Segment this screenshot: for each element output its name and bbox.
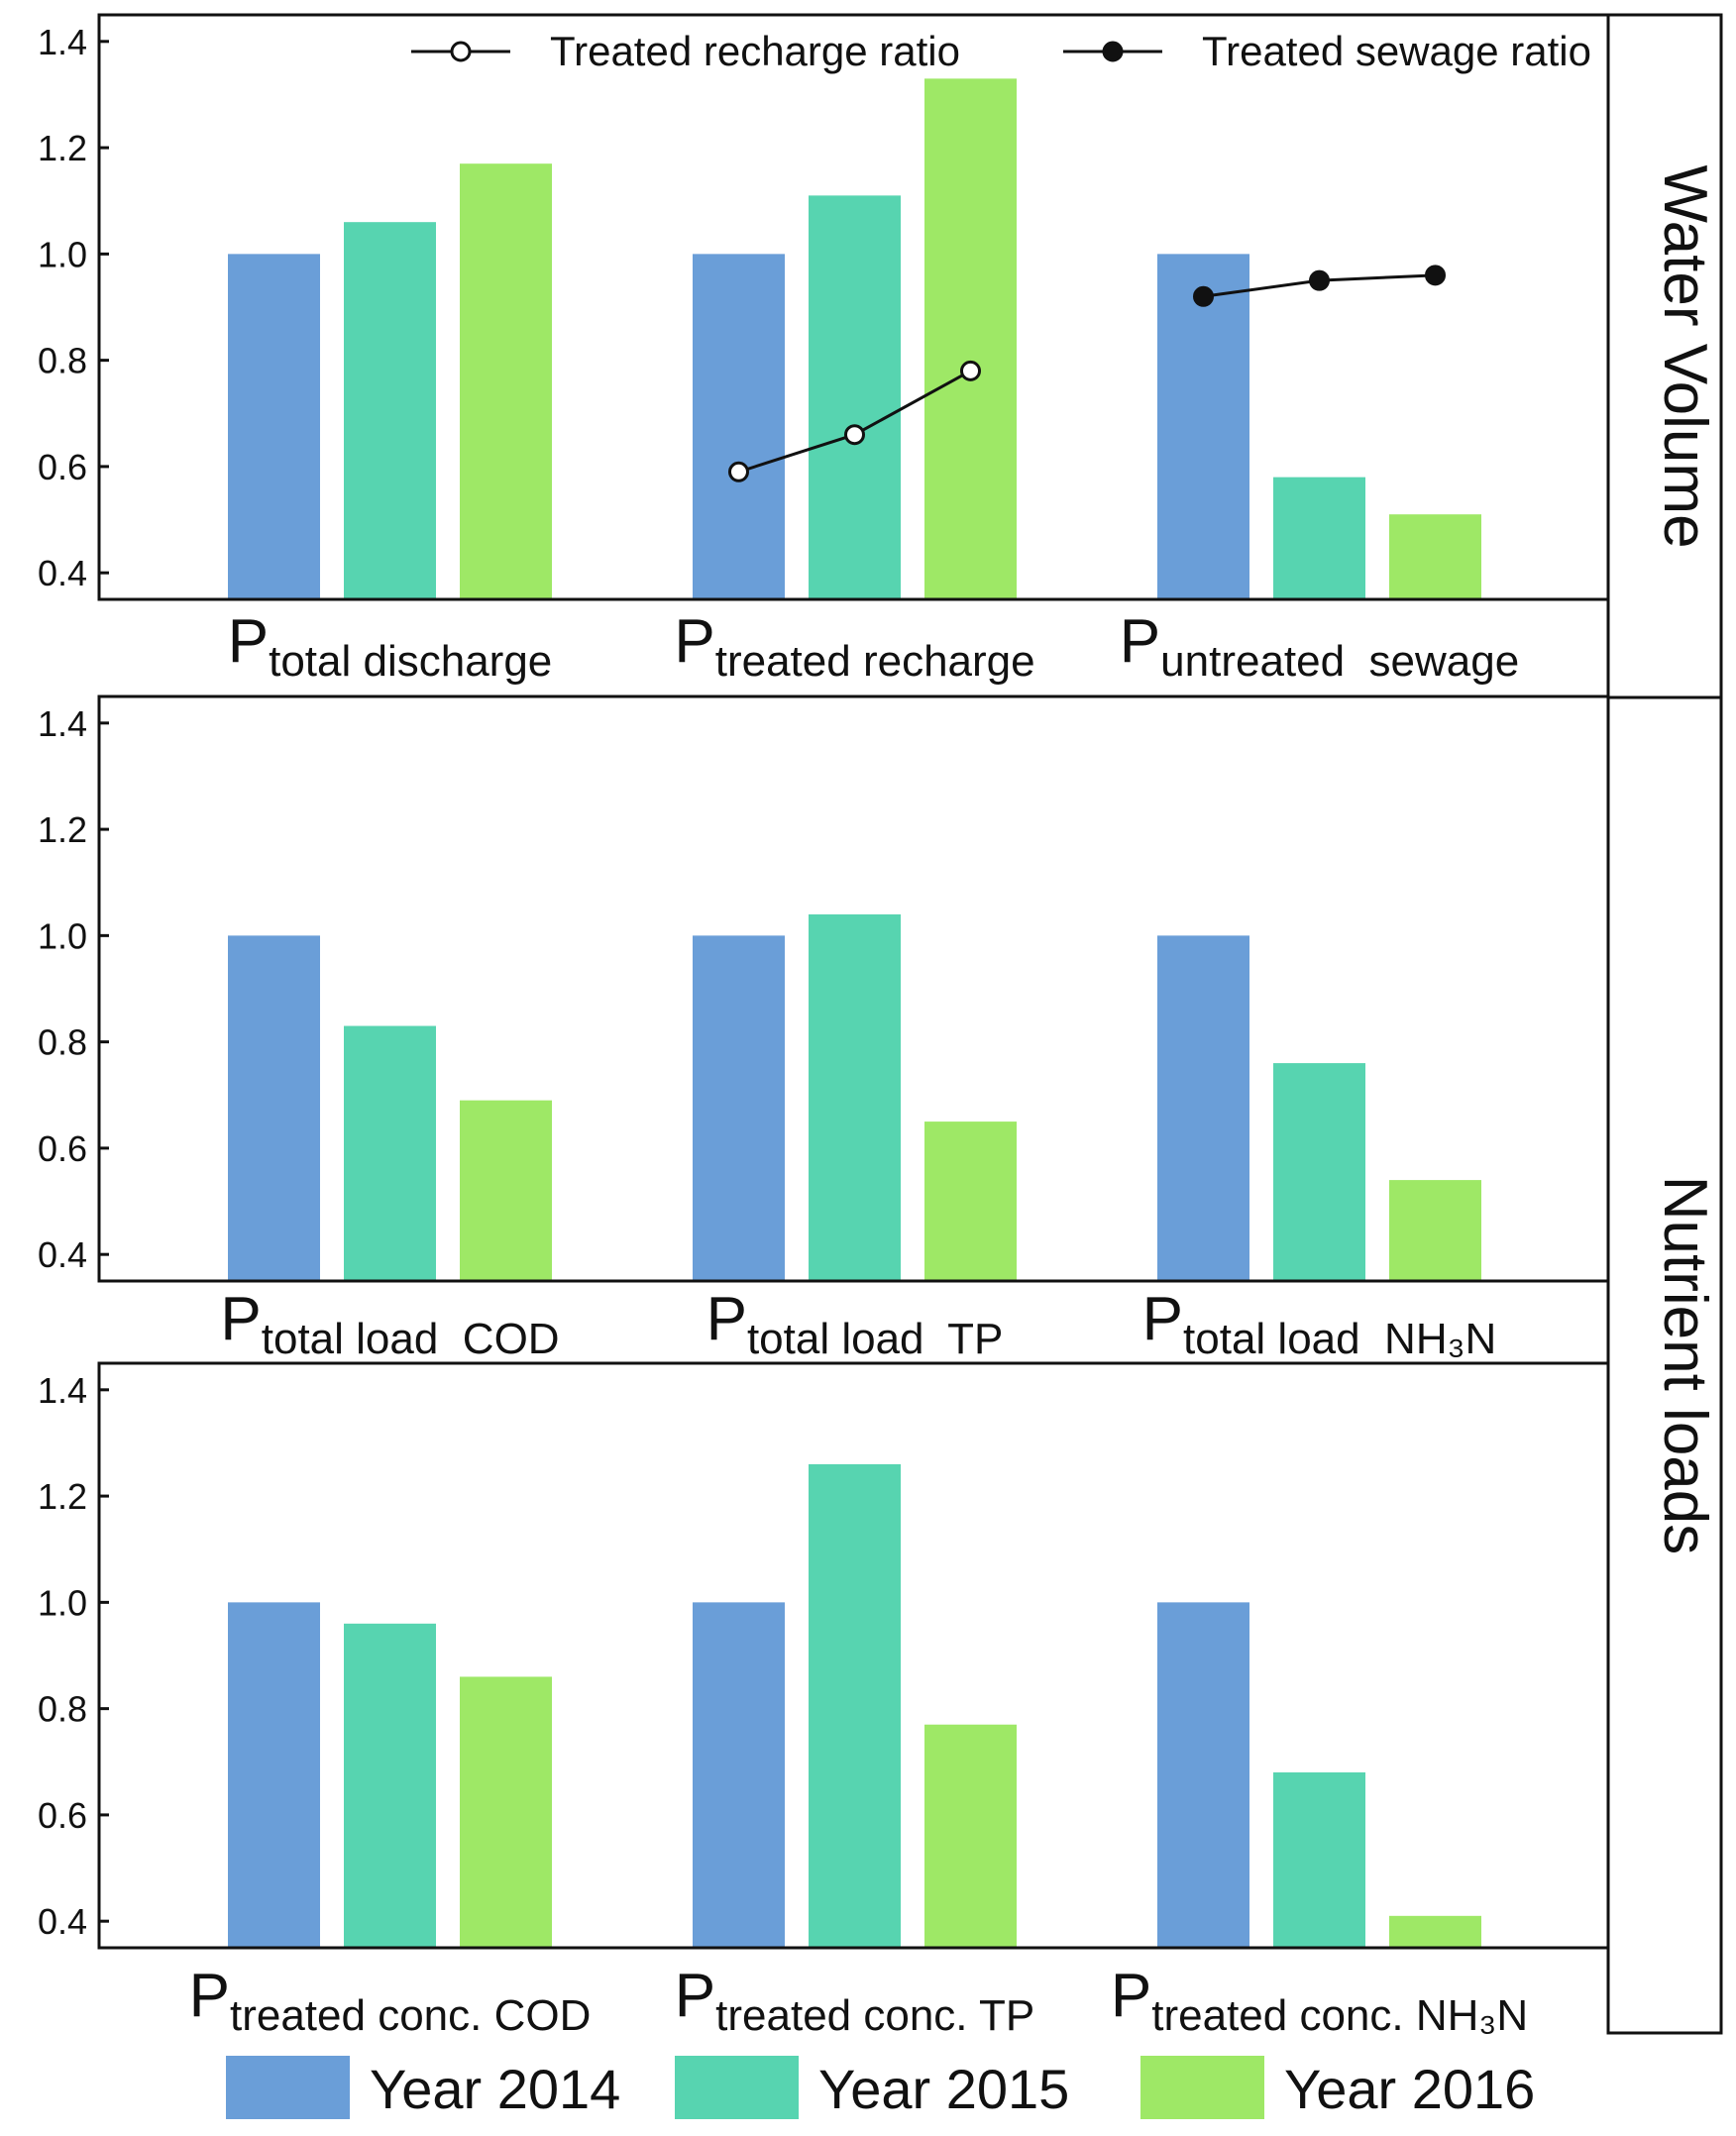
bar-nutrient-loads-total-cat0-series1: [344, 1025, 436, 1281]
category-label-main: P: [228, 607, 269, 676]
ytick-label: 0.4: [38, 1234, 87, 1275]
category-label: Ptotal load TP: [706, 1285, 1004, 1363]
category-label: Ptotal load COD: [220, 1285, 559, 1363]
bar-water-volume-cat0-series1: [344, 222, 436, 599]
bar-nutrient-loads-total-cat1-series2: [924, 1121, 1017, 1281]
bar-nutrient-loads-conc-cat2-series1: [1273, 1772, 1365, 1948]
bar-water-volume-cat2-series2: [1389, 514, 1481, 599]
bar-nutrient-loads-total-cat2-series0: [1157, 935, 1249, 1281]
category-label-main: P: [189, 1962, 230, 2030]
category-label: Ptotal discharge: [228, 607, 553, 686]
legend-swatch-0: [226, 2056, 350, 2119]
bar-water-volume-cat2-series1: [1273, 477, 1365, 599]
legend-swatch-2: [1140, 2056, 1264, 2119]
ytick-label: 0.4: [38, 1901, 87, 1942]
ytick-label: 0.4: [38, 553, 87, 593]
category-label-sub: total load NH₃N: [1183, 1315, 1496, 1363]
line-0-point-0: [728, 461, 749, 482]
ytick-label: 1.0: [38, 1582, 87, 1623]
category-label: Ptreated recharge: [674, 607, 1034, 686]
category-label-main: P: [1142, 1285, 1183, 1353]
ytick-label: 0.6: [38, 447, 87, 487]
bar-nutrient-loads-conc-cat2-series0: [1157, 1602, 1249, 1948]
bar-nutrient-loads-conc-cat0-series2: [460, 1676, 552, 1948]
bar-water-volume-cat2-series0: [1157, 254, 1249, 599]
line-0-point-2: [960, 360, 981, 381]
bar-nutrient-loads-conc-cat1-series1: [809, 1463, 901, 1948]
ytick-label: 1.2: [38, 809, 87, 850]
category-label-sub: treated recharge: [715, 637, 1035, 686]
category-label-main: P: [1120, 607, 1160, 676]
ytick-label: 0.6: [38, 1795, 87, 1836]
ytick-label: 0.6: [38, 1128, 87, 1169]
category-label-main: P: [1111, 1962, 1151, 2030]
legend-label-2: Year 2016: [1284, 2058, 1535, 2120]
line-1-point-2: [1425, 265, 1446, 286]
legend-swatch-1: [675, 2056, 799, 2119]
category-label-main: P: [675, 1962, 715, 2030]
line-1-point-0: [1193, 285, 1214, 307]
category-label-sub: total discharge: [269, 637, 552, 686]
bar-water-volume-cat0-series2: [460, 163, 552, 599]
ytick-label: 1.4: [38, 1370, 87, 1411]
bar-nutrient-loads-conc-cat0-series1: [344, 1623, 436, 1948]
ytick-label: 0.8: [38, 1689, 87, 1730]
ytick-label: 0.8: [38, 1022, 87, 1063]
line-0-point-1: [844, 424, 865, 446]
line-legend-marker: [450, 41, 472, 62]
bar-nutrient-loads-conc-cat1-series0: [693, 1602, 785, 1948]
category-label: Ptreated conc. NH₃N: [1111, 1962, 1528, 2040]
category-label: Ptotal load NH₃N: [1142, 1285, 1497, 1363]
line-legend-label: Treated sewage ratio: [1202, 28, 1591, 74]
category-label: Ptreated conc. TP: [675, 1962, 1034, 2040]
bar-water-volume-cat1-series2: [924, 78, 1017, 599]
plot-frame: [97, 1361, 1610, 1950]
bar-nutrient-loads-total-cat1-series0: [693, 935, 785, 1281]
bar-nutrient-loads-total-cat0-series0: [228, 935, 320, 1281]
bar-nutrient-loads-conc-cat1-series2: [924, 1724, 1017, 1948]
bar-water-volume-cat1-series0: [693, 254, 785, 599]
side-label-water-volume: Water Volume: [1651, 164, 1719, 548]
bar-water-volume-cat0-series0: [228, 254, 320, 599]
category-label-sub: untreated sewage: [1160, 637, 1519, 686]
plot-frame: [97, 694, 1610, 1283]
category-label-sub: treated conc. NH₃N: [1151, 1991, 1528, 2040]
category-label-sub: total load TP: [747, 1315, 1003, 1363]
plot-frame: [97, 13, 1610, 601]
bar-water-volume-cat1-series1: [809, 195, 901, 599]
bar-nutrient-loads-total-cat0-series2: [460, 1100, 552, 1281]
line-legend-marker: [1102, 41, 1124, 62]
category-label: Puntreated sewage: [1120, 607, 1519, 686]
line-legend-label: Treated recharge ratio: [550, 28, 960, 74]
ytick-label: 1.4: [38, 703, 87, 744]
ytick-label: 1.2: [38, 1476, 87, 1517]
bar-nutrient-loads-conc-cat2-series2: [1389, 1915, 1481, 1948]
ytick-label: 1.0: [38, 915, 87, 956]
category-label-sub: total load COD: [262, 1315, 560, 1363]
category-label-sub: treated conc. COD: [230, 1991, 591, 2040]
category-label-main: P: [706, 1285, 747, 1353]
ytick-label: 0.8: [38, 341, 87, 381]
bar-nutrient-loads-total-cat2-series1: [1273, 1063, 1365, 1281]
ytick-label: 1.4: [38, 22, 87, 62]
category-label-sub: treated conc. TP: [715, 1991, 1034, 2040]
line-1-point-1: [1309, 269, 1330, 291]
category-label: Ptreated conc. COD: [189, 1962, 592, 2040]
legend-label-0: Year 2014: [370, 2058, 620, 2120]
side-label-nutrient-loads: Nutrient loads: [1651, 1176, 1719, 1555]
bar-nutrient-loads-total-cat1-series1: [809, 913, 901, 1281]
bar-nutrient-loads-conc-cat0-series0: [228, 1602, 320, 1948]
category-label-main: P: [220, 1285, 261, 1353]
legend-label-1: Year 2015: [818, 2058, 1069, 2120]
ytick-label: 1.0: [38, 234, 87, 274]
bar-nutrient-loads-total-cat2-series2: [1389, 1180, 1481, 1281]
category-label-main: P: [674, 607, 714, 676]
ytick-label: 1.2: [38, 128, 87, 168]
